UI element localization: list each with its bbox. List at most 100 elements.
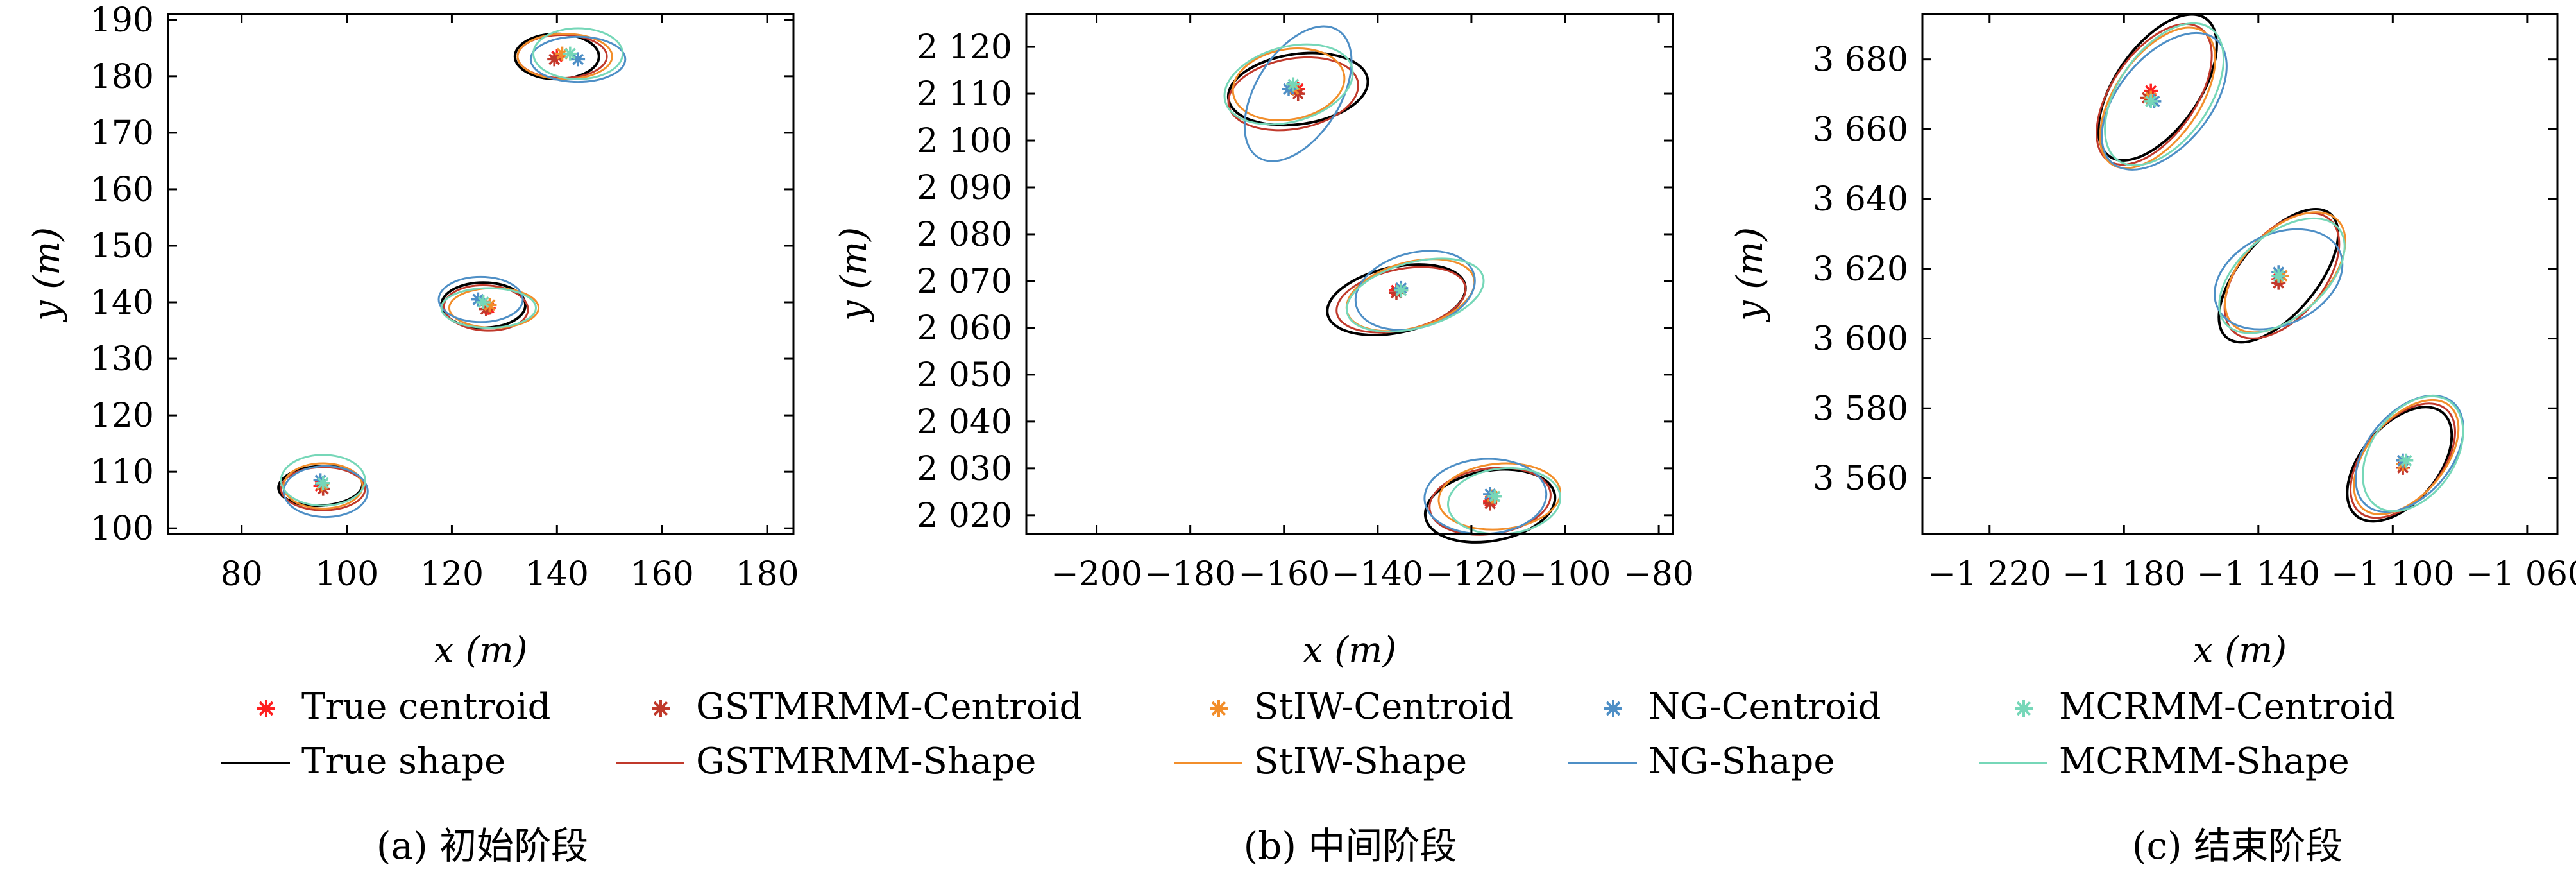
plot-frame bbox=[167, 13, 795, 535]
legend-marker-icon bbox=[257, 700, 275, 717]
y-tick-label: 2 110 bbox=[917, 75, 1012, 114]
panels: 80 100 120 140 160 180 100 110 120 130 140 150 160 17… bbox=[26, 1, 2576, 868]
legend-label: StIW-Shape bbox=[1254, 741, 1467, 782]
x-axis-label: x (m) bbox=[434, 630, 527, 671]
panel-caption: (c) 结束阶段 bbox=[2132, 824, 2343, 868]
legend-entry: MCRMM-Shape bbox=[1979, 741, 2350, 782]
x-axis-label: x (m) bbox=[1303, 630, 1396, 671]
y-tick-label: 2 050 bbox=[917, 356, 1012, 395]
x-tick-label: −100 bbox=[1520, 555, 1611, 594]
legend-marker-icon bbox=[1604, 700, 1622, 717]
legend-label: MCRMM-Shape bbox=[2059, 741, 2350, 782]
shape-stiw-target-3 bbox=[516, 33, 613, 80]
stiw-centroid-marker-3 bbox=[555, 46, 570, 61]
legend-label: StIW-Centroid bbox=[1254, 686, 1513, 728]
legend-entry: True centroid bbox=[257, 686, 550, 728]
legend-label: True centroid bbox=[301, 686, 550, 728]
chart-panel-3: −1 220 −1 180 −1 140 −1 100 −1 060 3 560 3 580… bbox=[1729, 13, 2576, 868]
mcrmm-centroid-marker-1 bbox=[2144, 94, 2158, 108]
gstmrmm-centroid-marker-3 bbox=[547, 52, 562, 67]
mcrmm-centroid-marker-3 bbox=[2399, 453, 2414, 468]
y-axis-label: y (m) bbox=[1729, 227, 1771, 323]
y-tick-label: 3 560 bbox=[1813, 459, 1908, 498]
shape-stiw-target-1 bbox=[1232, 47, 1346, 121]
shape-ng-target-1 bbox=[2101, 31, 2228, 171]
y-tick-label: 120 bbox=[90, 397, 154, 435]
ng-centroid-marker-2 bbox=[471, 292, 486, 307]
y-tick-label: 170 bbox=[90, 114, 154, 153]
y-tick-label: 130 bbox=[90, 340, 154, 379]
x-tick-label: −1 060 bbox=[2466, 555, 2576, 594]
y-tick-label: 2 060 bbox=[917, 309, 1012, 348]
x-axis-label: x (m) bbox=[2193, 630, 2287, 671]
x-tick-label: 80 bbox=[221, 555, 263, 594]
y-tick-label: 2 090 bbox=[917, 169, 1012, 207]
plot-frame bbox=[1921, 13, 2559, 535]
mcrmm-centroid-marker-2 bbox=[1394, 283, 1409, 298]
centroids-layer bbox=[1282, 77, 1502, 511]
shape-ng-target-1 bbox=[1243, 25, 1353, 162]
y-tick-label: 3 660 bbox=[1813, 110, 1908, 149]
legend: True centroid GSTMRMM-Centroid StIW-Centro… bbox=[221, 686, 2396, 782]
legend-label: True shape bbox=[301, 741, 505, 782]
y-tick-label: 140 bbox=[90, 284, 154, 322]
legend-entry: NG-Shape bbox=[1568, 741, 1835, 782]
shapes-layer bbox=[1223, 25, 1561, 544]
shapes-layer bbox=[2096, 13, 2464, 523]
ng-centroid-marker-3 bbox=[571, 52, 586, 67]
legend-entry: StIW-Centroid bbox=[1210, 686, 1513, 728]
y-axis-label: y (m) bbox=[833, 227, 875, 323]
y-tick-label: 2 020 bbox=[917, 497, 1012, 535]
legend-marker-icon bbox=[652, 700, 670, 717]
shape-mcrmm-target-2 bbox=[2218, 217, 2346, 334]
x-tick-label: 160 bbox=[631, 555, 694, 594]
legend-entry: StIW-Shape bbox=[1174, 741, 1467, 782]
shape-gstmrmm-target-2 bbox=[443, 284, 529, 332]
shape-ng-target-3 bbox=[2355, 394, 2464, 513]
ng-centroid-marker-3 bbox=[1483, 487, 1498, 501]
legend-label: GSTMRMM-Centroid bbox=[696, 686, 1082, 728]
y-tick-label: 180 bbox=[90, 58, 154, 96]
shape-mcrmm-target-1 bbox=[280, 454, 366, 507]
chart-panel-1: 80 100 120 140 160 180 100 110 120 130 140 150 160 17… bbox=[26, 1, 799, 868]
x-tick-label: −180 bbox=[1144, 555, 1236, 594]
y-tick-label: 2 120 bbox=[917, 28, 1012, 67]
y-tick-label: 3 640 bbox=[1813, 180, 1908, 219]
stiw-centroid-marker-2 bbox=[482, 298, 497, 313]
x-tick-label: −140 bbox=[1332, 555, 1423, 594]
y-tick-label: 3 620 bbox=[1813, 250, 1908, 289]
x-tick-label: −1 140 bbox=[2197, 555, 2320, 594]
legend-marker-icon bbox=[1210, 700, 1228, 717]
y-tick-label: 3 680 bbox=[1813, 41, 1908, 80]
y-tick-label: 3 600 bbox=[1813, 320, 1908, 359]
shape-ng-target-2 bbox=[2214, 228, 2344, 331]
y-tick-label: 2 030 bbox=[917, 450, 1012, 488]
x-tick-label: −80 bbox=[1623, 555, 1694, 594]
x-tick-label: −1 100 bbox=[2331, 555, 2454, 594]
x-tick-label: −160 bbox=[1238, 555, 1330, 594]
gstmrmm-centroid-marker-3 bbox=[1483, 496, 1498, 511]
x-tick-label: −200 bbox=[1051, 555, 1142, 594]
shape-mcrmm-target-1 bbox=[1223, 43, 1354, 126]
shape-ng-target-2 bbox=[437, 275, 524, 323]
legend-entry: GSTMRMM-Centroid bbox=[652, 686, 1082, 728]
mcrmm-centroid-marker-2 bbox=[2271, 268, 2286, 283]
shape-mcrmm-target-2 bbox=[1346, 257, 1485, 333]
shapes-layer bbox=[277, 27, 627, 519]
x-tick-label: 100 bbox=[315, 555, 378, 594]
mcrmm-centroid-marker-3 bbox=[563, 46, 577, 61]
shape-mcrmm-target-1 bbox=[2104, 22, 2225, 167]
y-tick-label: 3 580 bbox=[1813, 390, 1908, 428]
y-tick-label: 150 bbox=[90, 227, 154, 266]
centroids-layer bbox=[313, 46, 586, 496]
legend-marker-icon bbox=[2015, 700, 2033, 717]
y-tick-label: 2 080 bbox=[917, 216, 1012, 254]
x-tick-label: −1 180 bbox=[2062, 555, 2185, 594]
legend-label: NG-Centroid bbox=[1648, 686, 1881, 728]
legend-entry: NG-Centroid bbox=[1604, 686, 1881, 728]
shape-gstmrmm-target-1 bbox=[1227, 56, 1359, 132]
panel-caption: (a) 初始阶段 bbox=[377, 824, 588, 868]
y-tick-label: 2 070 bbox=[917, 262, 1012, 301]
legend-label: NG-Shape bbox=[1648, 741, 1835, 782]
